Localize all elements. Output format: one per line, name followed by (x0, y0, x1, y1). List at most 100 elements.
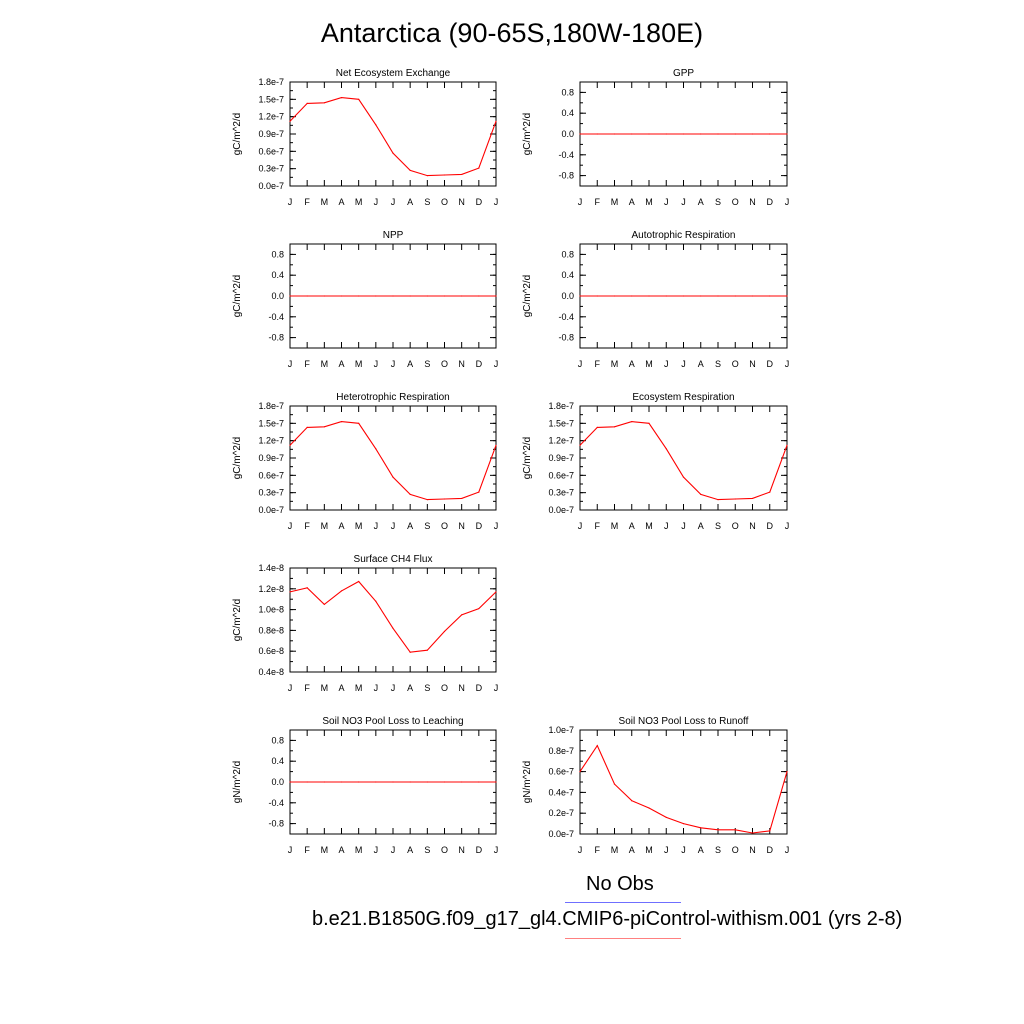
x-tick-label: A (698, 845, 704, 855)
x-tick-label: O (441, 197, 448, 207)
data-point (409, 651, 411, 653)
legend-line-model (565, 938, 681, 939)
x-tick-label: O (732, 845, 739, 855)
x-tick-label: A (338, 359, 344, 369)
x-tick-label: O (441, 359, 448, 369)
data-point (409, 493, 411, 495)
x-tick-label: A (698, 197, 704, 207)
x-tick-label: J (391, 197, 396, 207)
data-point (495, 295, 497, 297)
y-tick-label: 0.4 (271, 756, 284, 766)
x-tick-label: A (698, 521, 704, 531)
x-tick-label: J (288, 845, 293, 855)
data-point (682, 476, 685, 478)
x-tick-label: A (629, 521, 635, 531)
x-tick-label: J (664, 845, 669, 855)
x-tick-label: M (321, 845, 329, 855)
panel-title: Heterotrophic Respiration (336, 392, 449, 403)
y-tick-label: 0.4e-8 (258, 667, 284, 677)
panel-title: Ecosystem Respiration (632, 392, 734, 403)
x-tick-label: J (374, 359, 379, 369)
data-point (306, 295, 308, 297)
data-point (631, 421, 633, 423)
x-tick-label: J (288, 197, 293, 207)
y-tick-label: 1.2e-7 (258, 112, 284, 122)
data-point (358, 98, 360, 100)
data-point (495, 120, 497, 122)
data-point (392, 627, 394, 629)
y-tick-label: 0.3e-7 (258, 164, 284, 174)
x-tick-label: O (732, 521, 739, 531)
x-tick-label: D (476, 197, 483, 207)
data-point (648, 422, 650, 424)
x-tick-label: N (749, 845, 756, 855)
panel-title: GPP (673, 68, 694, 79)
x-tick-label: A (338, 845, 344, 855)
data-point (648, 133, 650, 135)
y-tick-label: 0.8 (561, 249, 574, 259)
x-tick-label: O (441, 683, 448, 693)
x-tick-label: N (458, 521, 465, 531)
data-point (340, 590, 343, 592)
x-tick-label: F (595, 521, 601, 531)
data-point (289, 591, 291, 593)
x-tick-label: M (321, 197, 329, 207)
data-point (461, 173, 463, 176)
data-point (392, 476, 394, 478)
data-point (682, 295, 685, 297)
data-point (409, 295, 411, 297)
data-point (579, 444, 581, 446)
x-tick-label: M (321, 683, 329, 693)
x-tick-label: M (355, 197, 363, 207)
data-point (426, 295, 428, 297)
data-point (443, 630, 446, 633)
data-point (358, 295, 360, 297)
x-tick-label: J (681, 521, 686, 531)
y-tick-label: -0.8 (268, 333, 284, 343)
x-tick-label: D (476, 683, 483, 693)
x-tick-label: S (424, 197, 430, 207)
x-tick-label: A (407, 359, 413, 369)
x-tick-label: O (441, 845, 448, 855)
x-tick-label: M (611, 845, 619, 855)
x-tick-label: N (749, 521, 756, 531)
y-tick-label: -0.8 (268, 819, 284, 829)
x-tick-label: J (681, 359, 686, 369)
x-tick-label: J (374, 845, 379, 855)
x-tick-label: J (494, 845, 499, 855)
data-point (323, 781, 325, 783)
panel-title: Soil NO3 Pool Loss to Leaching (322, 716, 463, 727)
x-tick-label: M (611, 521, 619, 531)
y-tick-label: 0.9e-7 (548, 453, 574, 463)
data-point (340, 295, 343, 297)
x-tick-label: M (355, 683, 363, 693)
data-point (717, 295, 719, 297)
x-tick-label: D (767, 197, 774, 207)
data-point (786, 771, 788, 773)
x-tick-label: D (767, 845, 774, 855)
x-tick-label: A (698, 359, 704, 369)
x-tick-label: N (458, 197, 465, 207)
y-tick-label: 1.2e-7 (548, 436, 574, 446)
x-tick-label: J (664, 359, 669, 369)
x-tick-label: F (304, 359, 310, 369)
data-point (631, 800, 633, 802)
x-tick-label: M (321, 521, 329, 531)
series-line (579, 421, 788, 501)
x-tick-label: J (785, 521, 790, 531)
x-tick-label: A (338, 521, 344, 531)
x-tick-label: D (767, 521, 774, 531)
panel-frame (579, 405, 788, 511)
x-tick-label: M (611, 359, 619, 369)
x-tick-label: S (424, 359, 430, 369)
x-tick-label: D (767, 359, 774, 369)
x-tick-label: O (441, 521, 448, 531)
y-axis-label: gC/m^2/d (232, 113, 243, 156)
y-tick-label: 1.0e-8 (258, 605, 284, 615)
y-tick-label: -0.8 (558, 333, 574, 343)
data-point (289, 120, 291, 122)
